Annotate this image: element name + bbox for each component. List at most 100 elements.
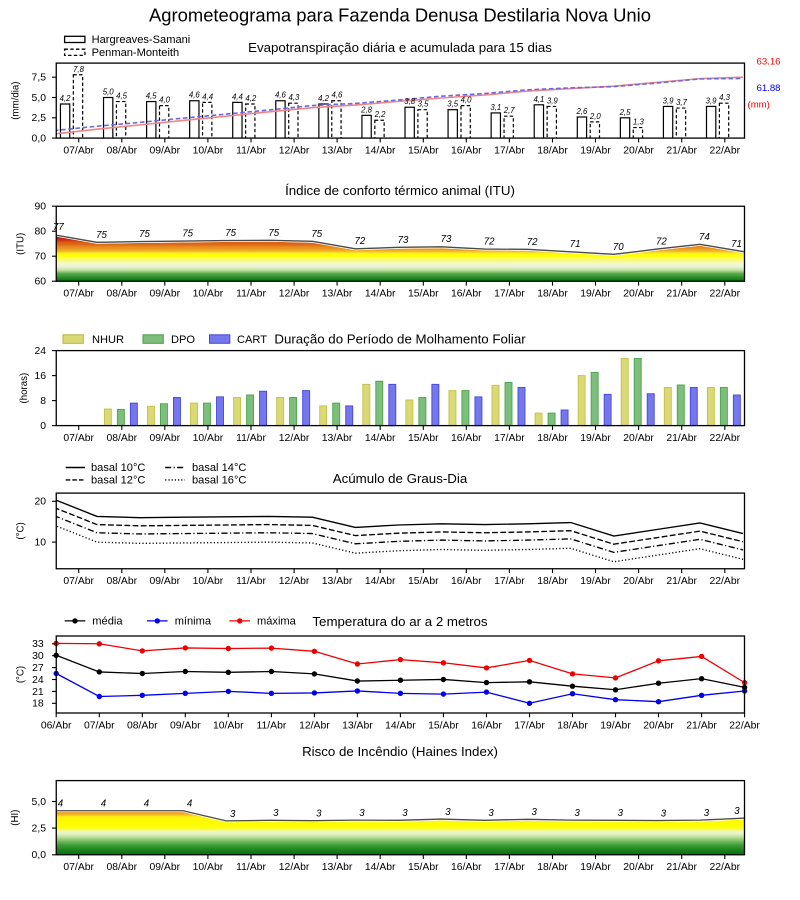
- svg-text:16/Abr: 16/Abr: [451, 576, 482, 587]
- svg-text:13/Abr: 13/Abr: [322, 289, 353, 300]
- svg-text:11/Abr: 11/Abr: [236, 289, 266, 300]
- svg-text:72: 72: [527, 237, 538, 248]
- svg-text:15/Abr: 15/Abr: [428, 720, 459, 731]
- svg-text:18/Abr: 18/Abr: [537, 433, 568, 444]
- svg-text:24: 24: [32, 675, 44, 686]
- svg-text:19/Abr: 19/Abr: [580, 289, 611, 300]
- svg-text:15/Abr: 15/Abr: [408, 862, 439, 873]
- svg-text:4,3: 4,3: [719, 93, 731, 102]
- svg-text:(HI): (HI): [10, 810, 21, 826]
- svg-text:72: 72: [484, 237, 495, 248]
- svg-text:3,7: 3,7: [676, 98, 688, 107]
- svg-text:Evapotranspiração diária e acu: Evapotranspiração diária e acumulada par…: [248, 40, 552, 55]
- svg-text:4,4: 4,4: [202, 92, 214, 101]
- svg-text:2,0: 2,0: [589, 112, 602, 121]
- svg-text:3,1: 3,1: [490, 103, 501, 112]
- svg-text:20/Abr: 20/Abr: [623, 433, 654, 444]
- svg-text:13/Abr: 13/Abr: [322, 862, 353, 873]
- svg-text:72: 72: [656, 237, 667, 248]
- svg-text:3,5: 3,5: [418, 100, 430, 109]
- svg-text:3,9: 3,9: [663, 96, 675, 105]
- svg-text:4,6: 4,6: [275, 91, 287, 100]
- svg-text:basal 14°C: basal 14°C: [192, 462, 246, 474]
- svg-text:20/Abr: 20/Abr: [623, 289, 654, 300]
- svg-text:21/Abr: 21/Abr: [666, 576, 697, 587]
- svg-text:13/Abr: 13/Abr: [322, 146, 353, 157]
- svg-text:2,5: 2,5: [619, 108, 632, 117]
- svg-text:0,0: 0,0: [32, 850, 47, 861]
- svg-text:17/Abr: 17/Abr: [514, 720, 545, 731]
- svg-text:3: 3: [273, 808, 279, 819]
- svg-text:10/Abr: 10/Abr: [193, 576, 224, 587]
- svg-text:3: 3: [402, 808, 408, 819]
- svg-text:12/Abr: 12/Abr: [279, 862, 310, 873]
- svg-text:19/Abr: 19/Abr: [580, 862, 611, 873]
- svg-text:7,8: 7,8: [73, 65, 85, 74]
- svg-text:2,5: 2,5: [32, 824, 47, 835]
- svg-text:08/Abr: 08/Abr: [106, 862, 137, 873]
- svg-text:DPO: DPO: [171, 334, 195, 346]
- svg-text:20/Abr: 20/Abr: [643, 720, 674, 731]
- svg-text:08/Abr: 08/Abr: [106, 146, 137, 157]
- svg-text:21/Abr: 21/Abr: [666, 289, 697, 300]
- svg-text:09/Abr: 09/Abr: [149, 862, 180, 873]
- svg-text:17/Abr: 17/Abr: [494, 433, 525, 444]
- svg-text:20/Abr: 20/Abr: [623, 862, 654, 873]
- svg-text:18: 18: [32, 699, 44, 710]
- svg-text:12/Abr: 12/Abr: [279, 433, 310, 444]
- svg-text:15/Abr: 15/Abr: [408, 576, 439, 587]
- svg-text:12/Abr: 12/Abr: [299, 720, 330, 731]
- svg-text:07/Abr: 07/Abr: [63, 146, 94, 157]
- svg-text:60: 60: [34, 277, 46, 288]
- svg-text:basal 16°C: basal 16°C: [192, 474, 246, 486]
- svg-text:16/Abr: 16/Abr: [471, 720, 502, 731]
- svg-text:06/Abr: 06/Abr: [41, 720, 72, 731]
- svg-text:20/Abr: 20/Abr: [623, 576, 654, 587]
- svg-text:12/Abr: 12/Abr: [279, 289, 310, 300]
- svg-text:18/Abr: 18/Abr: [557, 720, 588, 731]
- svg-text:70: 70: [34, 252, 46, 263]
- svg-text:75: 75: [225, 228, 236, 239]
- svg-text:7,5: 7,5: [32, 73, 47, 84]
- svg-text:0,0: 0,0: [32, 134, 47, 145]
- svg-text:(horas): (horas): [19, 373, 30, 404]
- svg-text:71: 71: [570, 239, 581, 250]
- svg-text:16/Abr: 16/Abr: [451, 289, 482, 300]
- svg-text:Penman-Monteith: Penman-Monteith: [92, 47, 180, 59]
- svg-text:mínima: mínima: [175, 615, 212, 627]
- svg-text:4,4: 4,4: [232, 92, 244, 101]
- svg-text:3: 3: [445, 807, 451, 818]
- svg-text:(°C): (°C): [16, 666, 27, 683]
- svg-text:13/Abr: 13/Abr: [322, 576, 353, 587]
- svg-text:30: 30: [32, 651, 44, 662]
- svg-text:11/Abr: 11/Abr: [236, 576, 266, 587]
- svg-text:17/Abr: 17/Abr: [494, 862, 525, 873]
- svg-text:Hargreaves-Samani: Hargreaves-Samani: [92, 34, 191, 46]
- svg-text:3: 3: [618, 808, 624, 819]
- svg-text:3,5: 3,5: [447, 100, 459, 109]
- svg-text:22/Abr: 22/Abr: [709, 289, 740, 300]
- svg-text:4: 4: [187, 799, 193, 810]
- svg-text:4,2: 4,2: [60, 94, 72, 103]
- svg-text:16/Abr: 16/Abr: [451, 146, 482, 157]
- svg-text:3: 3: [661, 808, 667, 819]
- svg-text:10/Abr: 10/Abr: [193, 289, 224, 300]
- svg-text:07/Abr: 07/Abr: [63, 433, 94, 444]
- svg-text:4: 4: [101, 799, 107, 810]
- svg-text:5,0: 5,0: [32, 93, 47, 104]
- svg-text:Acúmulo de Graus-Dia: Acúmulo de Graus-Dia: [333, 471, 468, 486]
- svg-text:5,0: 5,0: [32, 797, 47, 808]
- svg-text:2,8: 2,8: [360, 105, 373, 114]
- svg-text:22/Abr: 22/Abr: [709, 862, 740, 873]
- svg-text:09/Abr: 09/Abr: [149, 576, 180, 587]
- svg-text:73: 73: [441, 234, 452, 245]
- svg-text:16/Abr: 16/Abr: [451, 433, 482, 444]
- svg-text:10/Abr: 10/Abr: [193, 433, 224, 444]
- svg-text:19/Abr: 19/Abr: [600, 720, 631, 731]
- svg-text:21/Abr: 21/Abr: [686, 720, 717, 731]
- svg-text:09/Abr: 09/Abr: [170, 720, 201, 731]
- svg-text:máxima: máxima: [257, 615, 297, 627]
- svg-text:75: 75: [139, 229, 150, 240]
- svg-text:(mm): (mm): [748, 100, 770, 111]
- svg-text:11/Abr: 11/Abr: [236, 862, 266, 873]
